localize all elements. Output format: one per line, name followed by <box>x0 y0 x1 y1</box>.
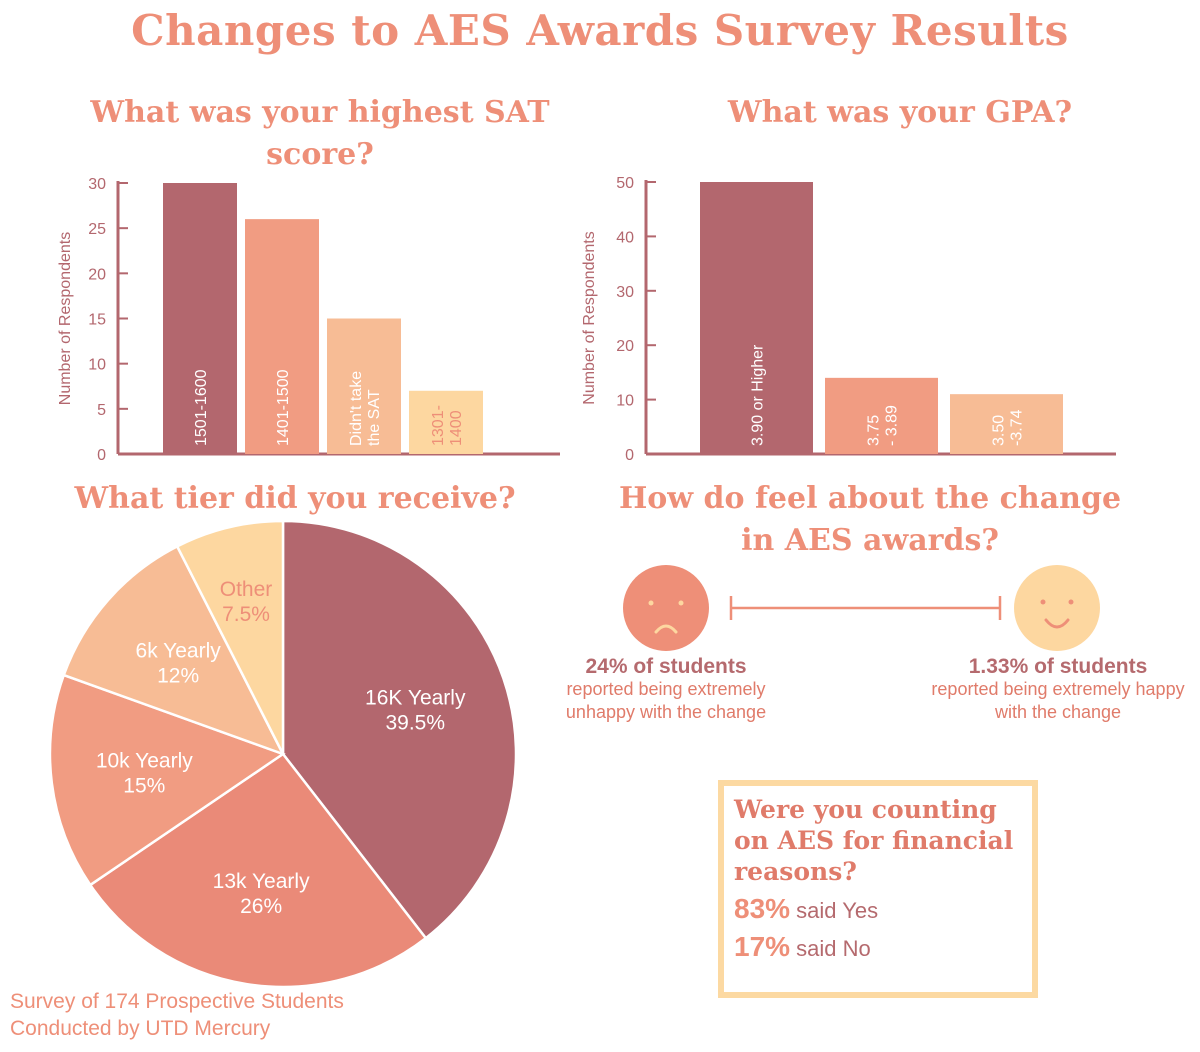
bar-label-line: 1301- <box>430 405 447 446</box>
finance-yes-answer: 83% said Yes <box>734 893 1022 925</box>
happy-eye <box>1040 599 1046 605</box>
slice-pct-label: 39.5% <box>385 712 445 735</box>
bar-chart-sat: 0 5 10 15 20 25 30 Number of Respondents 1501-16… <box>57 176 560 464</box>
gpa-chart-title: What was your GPA? <box>727 95 1073 130</box>
pie-slice <box>48 673 286 887</box>
bar-label-line: 3.75 <box>866 415 883 446</box>
unhappy-text: reported being extremely unhappy with th… <box>565 679 767 722</box>
y-tick-label: 10 <box>616 393 634 410</box>
happy-caption: 1.33% of students reported being extreme… <box>928 655 1188 724</box>
bar <box>825 377 938 454</box>
bar-label-line: - 3.89 <box>884 405 901 446</box>
unhappy-eye <box>648 600 654 606</box>
bar-label-line: 3.90 or Higher <box>750 344 767 446</box>
happy-face-icon <box>1014 565 1100 651</box>
y-tick-label: 0 <box>625 447 634 464</box>
bar <box>409 390 483 454</box>
slice-label: 13k Yearly <box>213 870 310 893</box>
tier-chart-title: What tier did you receive? <box>74 481 516 516</box>
footer-line: Conducted by UTD Mercury <box>10 1017 271 1040</box>
bar <box>327 318 401 454</box>
slice-label: 16K Yearly <box>365 687 466 710</box>
y-tick-label: 30 <box>616 284 634 301</box>
bar-label: 1501-1600 <box>193 369 210 446</box>
pie-slice <box>62 544 286 757</box>
unhappy-mouth <box>654 624 678 634</box>
finance-box: Were you counting on AES for financial r… <box>718 780 1038 998</box>
pie-slice <box>88 752 428 989</box>
finance-no-answer: 17% said No <box>734 931 1022 963</box>
slice-pct-label: 15% <box>123 775 165 798</box>
pie-slice <box>281 519 518 940</box>
y-axis-label: Number of Respondents <box>57 232 74 405</box>
happy-eye <box>1068 599 1074 605</box>
y-tick-label: 30 <box>88 176 106 193</box>
bar <box>163 183 237 454</box>
unhappy-face-icon <box>623 565 709 651</box>
y-tick-label: 50 <box>616 175 634 192</box>
yes-pct: 83% <box>734 893 791 924</box>
bar-label: 1401-1500 <box>275 369 292 446</box>
page-title: Changes to AES Awards Survey Results <box>131 6 1069 55</box>
bar-label-line: 3.50 <box>991 415 1008 446</box>
bar-label: 3.75- 3.89 <box>866 405 901 446</box>
y-tick-label: 40 <box>616 229 634 246</box>
footer-line: Survey of 174 Prospective Students <box>10 990 344 1013</box>
y-tick-label: 20 <box>616 338 634 355</box>
bar <box>950 394 1063 454</box>
bar-label-line: Didn't take <box>348 371 365 446</box>
slice-label: 10k Yearly <box>96 750 193 773</box>
bar-label: Didn't takethe SAT <box>348 371 383 446</box>
unhappy-eye <box>678 600 684 606</box>
feelings-title: How do feel about the change in AES awar… <box>618 481 1122 558</box>
bar <box>245 219 319 454</box>
bar-label-line: 1501-1600 <box>193 369 210 446</box>
slice-label: 6k Yearly <box>136 640 222 663</box>
pie-slice <box>175 519 285 755</box>
unhappy-pct: 24% of students <box>585 655 747 678</box>
bar-label-line: -3.74 <box>1009 409 1026 446</box>
slice-pct-label: 7.5% <box>222 603 270 626</box>
bar-chart-gpa: 0 10 20 30 40 50 Number of Respondents 3.90 or … <box>581 175 1116 464</box>
bar-label: 1301-1400 <box>430 405 465 446</box>
bar-label: 3.50-3.74 <box>991 409 1026 446</box>
y-tick-label: 0 <box>97 447 106 464</box>
bar-label-line: 1401-1500 <box>275 369 292 446</box>
footer: Survey of 174 Prospective Students Condu… <box>10 988 344 1042</box>
y-tick-label: 5 <box>97 402 106 419</box>
bar-label: 3.90 or Higher <box>750 344 767 446</box>
bar <box>700 182 813 454</box>
unhappy-caption: 24% of students reported being extremely… <box>536 655 796 724</box>
no-text: said No <box>796 936 871 961</box>
happy-mouth <box>1044 618 1070 629</box>
y-tick-label: 15 <box>88 312 106 329</box>
happy-pct: 1.33% of students <box>968 655 1148 678</box>
happy-text: reported being extremely happy with the … <box>931 679 1185 722</box>
slice-pct-label: 26% <box>240 895 282 918</box>
finance-question: Were you counting on AES for financial r… <box>734 795 1014 886</box>
no-pct: 17% <box>734 931 791 962</box>
feelings-scale <box>623 565 1100 651</box>
slice-pct-label: 12% <box>157 665 199 688</box>
bar-label-line: the SAT <box>366 389 383 446</box>
yes-text: said Yes <box>796 898 879 923</box>
bar-label-line: 1400 <box>448 410 465 446</box>
y-axis-label: Number of Respondents <box>581 231 598 404</box>
slice-label: Other <box>220 578 273 601</box>
y-tick-label: 10 <box>88 357 106 374</box>
sat-chart-title: What was your highest SAT score? <box>90 95 550 172</box>
y-tick-label: 25 <box>88 221 106 238</box>
y-tick-label: 20 <box>88 266 106 283</box>
